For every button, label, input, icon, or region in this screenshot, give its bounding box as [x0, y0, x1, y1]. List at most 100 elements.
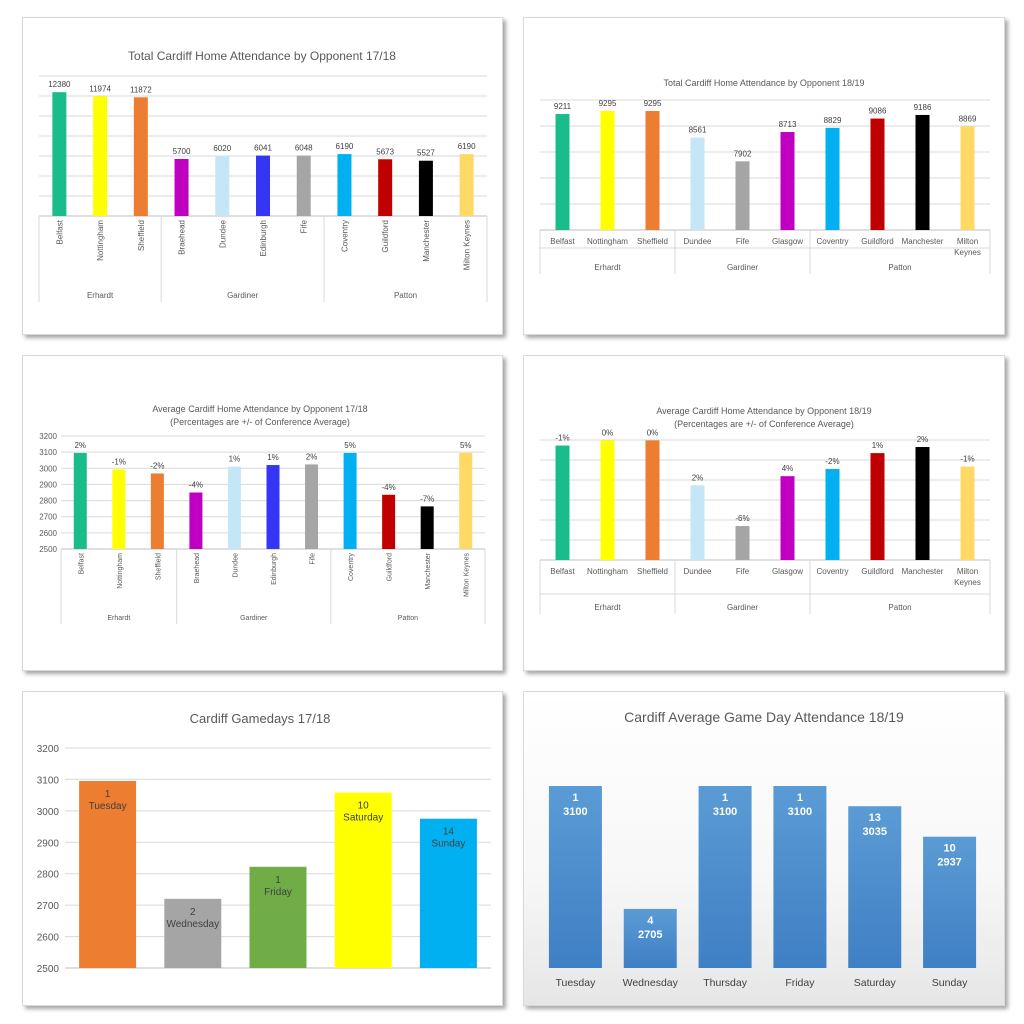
category-label: Sheffield — [637, 237, 668, 246]
data-label: -1% — [960, 455, 974, 464]
group-label: Patton — [398, 615, 418, 622]
category-label: Coventry — [816, 237, 848, 246]
game-count-label: 1 — [797, 792, 803, 804]
bar-coventry — [825, 127, 840, 230]
day-label: Wednesday — [166, 919, 219, 930]
category-label: Belfast — [78, 553, 85, 574]
data-label: 7902 — [734, 149, 752, 158]
data-label: 5700 — [173, 147, 191, 156]
data-label: 2% — [306, 452, 318, 461]
data-label: 2% — [692, 473, 704, 482]
bar-belfast — [52, 92, 67, 216]
bar-sheffield — [150, 473, 164, 549]
bar-wednesday — [623, 908, 677, 968]
chart-title: Cardiff Gamedays 17/18 — [190, 711, 331, 726]
data-label: 2% — [74, 441, 86, 450]
bar-sunday — [419, 818, 477, 968]
bar-nottingham — [600, 440, 615, 560]
game-count-label: 10 — [358, 801, 370, 812]
category-label: Glasgow — [772, 237, 803, 246]
category-label: Milton Keynes — [463, 220, 472, 270]
group-label: Patton — [888, 603, 911, 612]
bar-nottingham — [600, 111, 615, 230]
category-label: Thursday — [703, 977, 748, 989]
data-label: 5% — [344, 441, 356, 450]
data-label: 1% — [229, 455, 241, 464]
data-label: -4% — [189, 481, 203, 490]
category-label: Dundee — [232, 553, 239, 578]
y-tick-label: 3100 — [39, 448, 57, 457]
value-label: 3100 — [713, 806, 737, 818]
group-label: Erhardt — [594, 263, 621, 272]
game-count-label: 1 — [572, 792, 578, 804]
y-tick-label: 2500 — [39, 545, 57, 554]
category-label: Nottingham — [117, 553, 124, 589]
bar-guildford — [870, 453, 885, 560]
bar-manchester — [420, 506, 434, 549]
game-count-label: 4 — [647, 915, 654, 927]
game-count-label: 1 — [275, 875, 281, 886]
category-label: Manchester — [422, 220, 431, 262]
category-label: Edinburgh — [271, 553, 278, 585]
bar-edinburgh — [256, 155, 270, 216]
data-label: 12380 — [48, 80, 71, 89]
category-label: Saturday — [854, 977, 897, 989]
chart-title: Total Cardiff Home Attendance by Opponen… — [128, 49, 396, 63]
value-label: 3035 — [863, 826, 887, 838]
data-label: -1% — [112, 457, 126, 466]
data-label: 0% — [647, 428, 659, 437]
y-tick-label: 3200 — [39, 432, 57, 441]
category-label: Belfast — [550, 237, 575, 246]
chart-total-attendance-1718: Total Cardiff Home Attendance by Opponen… — [38, 49, 488, 302]
category-label: Keynes — [954, 248, 981, 257]
category-label: Coventry — [816, 567, 848, 576]
data-label: -4% — [382, 483, 396, 492]
bar-dundee — [215, 155, 230, 216]
game-count-label: 2 — [190, 907, 196, 918]
category-label: Tuesday — [555, 977, 596, 989]
bar-fife — [296, 155, 311, 216]
bar-friday — [249, 866, 307, 968]
chart-title: Cardiff Average Game Day Attendance 18/1… — [624, 709, 904, 725]
chart-total-attendance-1819: Total Cardiff Home Attendance by Opponen… — [539, 78, 991, 274]
category-label: Sheffield — [137, 220, 146, 251]
category-label: Milton Keynes — [464, 553, 471, 597]
y-tick-label: 2600 — [39, 529, 57, 538]
data-label: 1% — [872, 441, 884, 450]
category-label: Guildford — [861, 567, 893, 576]
bar-nottingham — [93, 96, 108, 216]
category-label: Dundee — [218, 219, 227, 248]
bar-friday — [773, 786, 827, 968]
bar-manchester — [915, 447, 930, 560]
category-label: Glasgow — [772, 567, 803, 576]
bar-fife — [305, 464, 319, 549]
category-label: Edinburgh — [259, 220, 268, 256]
category-label: Milton — [957, 237, 978, 246]
bar-manchester — [418, 160, 433, 216]
bar-coventry — [825, 468, 840, 560]
category-label: Braehead — [178, 220, 187, 255]
y-tick-label: 2800 — [37, 870, 60, 881]
bar-coventry — [337, 154, 352, 216]
y-tick-label: 3200 — [37, 744, 60, 755]
bar-fife — [735, 526, 750, 560]
bar-dundee — [227, 466, 241, 549]
data-label: 9211 — [554, 102, 572, 111]
category-label: Sheffield — [637, 567, 668, 576]
category-label: Belfast — [550, 567, 575, 576]
bar-edinburgh — [266, 465, 280, 549]
bar-guildford — [378, 159, 393, 216]
bar-nottingham — [112, 469, 126, 549]
category-label: Dundee — [683, 567, 712, 576]
group-label: Patton — [888, 263, 911, 272]
bar-belfast — [555, 445, 570, 560]
bar-sunday — [923, 836, 977, 968]
data-label: 5527 — [417, 149, 435, 158]
bar-coventry — [343, 452, 357, 549]
y-tick-label: 2900 — [37, 838, 60, 849]
bar-sheffield — [645, 440, 660, 560]
bar-dundee — [690, 137, 705, 230]
chart-title: Total Cardiff Home Attendance by Opponen… — [664, 78, 865, 88]
data-label: 1% — [267, 453, 279, 462]
category-label: Fife — [310, 553, 317, 565]
